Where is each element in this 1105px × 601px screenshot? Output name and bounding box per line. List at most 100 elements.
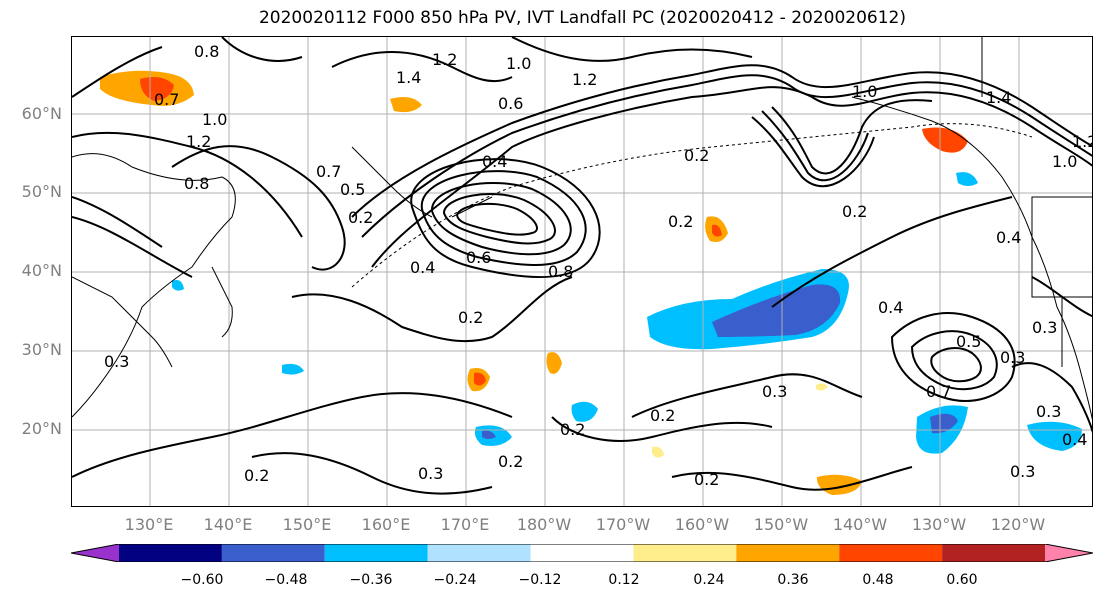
colorbar-bin (1045, 544, 1093, 562)
lat-label-60n: 60°N (21, 104, 62, 123)
map-panel: 0.8 1.2 1.4 1.0 1.2 0.7 1.0 1.2 0.6 0.2 … (71, 36, 1093, 507)
lon-label-130e: 130°E (124, 515, 174, 534)
colorbar (71, 544, 1093, 562)
contour-label: 0.3 (1000, 348, 1025, 367)
shade-blue-dark-3 (482, 430, 496, 439)
colorbar-tick: −0.60 (180, 572, 224, 588)
colorbar-tick: 0.48 (862, 572, 894, 588)
colorbar-tick: −0.24 (433, 572, 477, 588)
colorbar-bin (427, 544, 531, 562)
shade-red-nw (140, 77, 174, 101)
lon-label-120w: 120°W (990, 515, 1046, 534)
lon-label-170w: 170°W (595, 515, 651, 534)
colorbar-bin (942, 544, 1045, 562)
contour-label: 1.2 (186, 132, 211, 151)
lon-label-160e: 160°E (361, 515, 411, 534)
lon-label-130w: 130°W (911, 515, 967, 534)
contour-label: 0.4 (878, 298, 903, 317)
lat-label-40n: 40°N (21, 261, 62, 280)
shade-orange-5 (390, 97, 422, 113)
lon-label-150w: 150°W (753, 515, 809, 534)
contour-label: 0.2 (560, 420, 585, 439)
contour-label: 0.6 (466, 248, 491, 267)
lon-label-170e: 170°E (440, 515, 490, 534)
colorbar-tick: 0.12 (608, 572, 640, 588)
shaded-anomalies (100, 70, 1082, 495)
lon-label-140e: 140°E (203, 515, 253, 534)
contour-label: 0.4 (482, 152, 507, 171)
colorbar-bin (221, 544, 325, 562)
colorbar-tick: 0.24 (693, 572, 725, 588)
contour-label: 0.2 (244, 466, 269, 485)
contour-label: 0.3 (1032, 318, 1057, 337)
contour-label: 0.6 (498, 94, 523, 113)
contour-label: 0.4 (1062, 430, 1087, 449)
contour-label: 0.7 (926, 382, 951, 401)
contour-label: 1.2 (1072, 132, 1093, 151)
shade-blue-dark-4 (930, 413, 958, 434)
shade-orange-4 (816, 474, 862, 495)
shade-blue-2 (571, 401, 598, 422)
contour-label: 1.4 (396, 68, 421, 87)
lat-label-30n: 30°N (21, 340, 62, 359)
colorbar-bin (71, 544, 119, 562)
contour-label: 1.4 (986, 88, 1011, 107)
contour-label: 0.2 (498, 452, 523, 471)
contour-label: 0.8 (194, 42, 219, 61)
colorbar-tick: 0.60 (946, 572, 978, 588)
contour-label: 0.2 (348, 208, 373, 227)
contour-label: 0.2 (842, 202, 867, 221)
contour-label: 0.2 (694, 470, 719, 489)
contour-label: 1.2 (432, 50, 457, 69)
map-canvas: 0.8 1.2 1.4 1.0 1.2 0.7 1.0 1.2 0.6 0.2 … (72, 37, 1093, 506)
pv-contours (72, 37, 1092, 495)
dateline-boundary (351, 123, 1033, 288)
lon-label-140w: 140°W (832, 515, 888, 534)
contour-label: 0.5 (956, 332, 981, 351)
contour-label: 1.0 (202, 110, 227, 129)
lon-label-150e: 150°E (282, 515, 332, 534)
contour-label: 0.8 (184, 174, 209, 193)
lat-label-20n: 20°N (21, 419, 62, 438)
contour-label: 0.5 (340, 180, 365, 199)
colorbar-tick: −0.36 (349, 572, 393, 588)
contour-label: 0.3 (418, 464, 443, 483)
lon-label-160w: 160°W (674, 515, 730, 534)
shade-orange-3 (546, 352, 562, 374)
contour-label: 1.0 (506, 54, 531, 73)
colorbar-bin (839, 544, 943, 562)
colorbar-bin (530, 544, 634, 562)
contour-label: 1.2 (572, 70, 597, 89)
shade-orange-ak (922, 127, 968, 153)
colorbar-tick: −0.48 (264, 572, 308, 588)
shade-blue-dark-1 (712, 284, 841, 337)
colorbar-tick: 0.36 (777, 572, 809, 588)
shade-blue-7 (956, 172, 978, 186)
shade-yellow-1 (816, 383, 828, 391)
colorbar-bin (119, 544, 222, 562)
shade-blue-5 (1027, 421, 1082, 451)
contour-label: 0.4 (410, 258, 435, 277)
shade-blue-6 (282, 363, 304, 375)
lat-label-50n: 50°N (21, 182, 62, 201)
contour-label: 0.3 (1010, 462, 1035, 481)
contour-label: 0.3 (104, 352, 129, 371)
contour-label: 0.8 (548, 262, 573, 281)
colorbar-tick: −0.12 (518, 572, 562, 588)
figure-title: 2020020112 F000 850 hPa PV, IVT Landfall… (258, 8, 906, 28)
colorbar-bin (324, 544, 428, 562)
shade-blue-8 (172, 280, 184, 291)
contour-label: 0.2 (650, 406, 675, 425)
coastlines (72, 37, 1092, 420)
colorbar-bin (736, 544, 840, 562)
shade-red-2 (474, 372, 486, 386)
contour-label: 1.0 (852, 82, 877, 101)
contour-label: 0.2 (668, 212, 693, 231)
contour-label: 0.7 (154, 90, 179, 109)
lon-label-180w: 180°W (516, 515, 572, 534)
contour-labels: 0.8 1.2 1.4 1.0 1.2 0.7 1.0 1.2 0.6 0.2 … (104, 42, 1093, 489)
contour-label: 0.7 (316, 162, 341, 181)
contour-label: 0.3 (1036, 402, 1061, 421)
shade-red-1 (712, 224, 722, 237)
shade-yellow-2 (652, 446, 664, 458)
